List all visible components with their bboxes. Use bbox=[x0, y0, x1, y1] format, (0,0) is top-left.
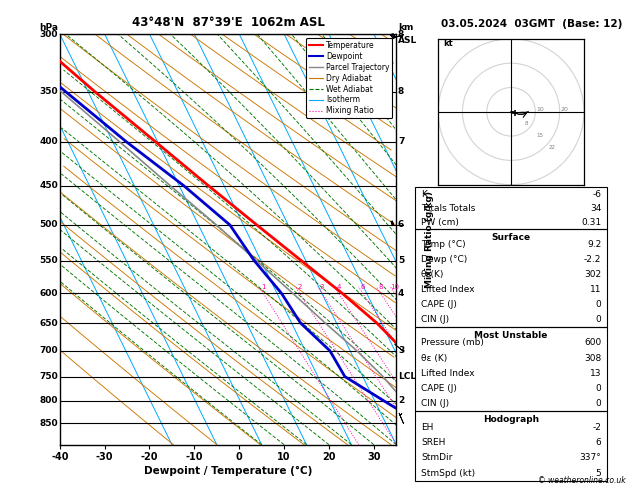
Text: -2.2: -2.2 bbox=[584, 255, 601, 264]
Text: 550: 550 bbox=[40, 256, 58, 265]
Text: 450: 450 bbox=[40, 181, 58, 190]
Text: hPa: hPa bbox=[39, 23, 58, 32]
Text: 0: 0 bbox=[596, 300, 601, 309]
Text: 600: 600 bbox=[40, 289, 58, 297]
Text: CAPE (J): CAPE (J) bbox=[421, 300, 457, 309]
Text: θε(K): θε(K) bbox=[421, 270, 444, 279]
Text: 302: 302 bbox=[584, 270, 601, 279]
Text: 700: 700 bbox=[40, 346, 58, 355]
Text: 8: 8 bbox=[398, 30, 404, 38]
X-axis label: Dewpoint / Temperature (°C): Dewpoint / Temperature (°C) bbox=[144, 466, 312, 476]
Text: StmSpd (kt): StmSpd (kt) bbox=[421, 469, 475, 478]
Text: 11: 11 bbox=[590, 285, 601, 294]
Text: 20: 20 bbox=[561, 107, 569, 112]
Text: 9.2: 9.2 bbox=[587, 241, 601, 249]
Text: 8: 8 bbox=[525, 122, 528, 126]
Text: 750: 750 bbox=[40, 372, 58, 381]
Text: Lifted Index: Lifted Index bbox=[421, 369, 474, 378]
Text: CIN (J): CIN (J) bbox=[421, 399, 449, 408]
Text: -2: -2 bbox=[593, 423, 601, 432]
Text: © weatheronline.co.uk: © weatheronline.co.uk bbox=[538, 476, 626, 485]
Text: 800: 800 bbox=[40, 396, 58, 405]
Text: Dewp (°C): Dewp (°C) bbox=[421, 255, 467, 264]
Text: 10: 10 bbox=[537, 107, 544, 112]
Text: 43°48'N  87°39'E  1062m ASL: 43°48'N 87°39'E 1062m ASL bbox=[131, 16, 325, 29]
Text: 337°: 337° bbox=[579, 453, 601, 463]
Text: 8: 8 bbox=[378, 284, 382, 290]
Text: 400: 400 bbox=[40, 137, 58, 146]
Text: 1: 1 bbox=[261, 284, 265, 290]
Text: 34: 34 bbox=[590, 204, 601, 212]
Text: Pressure (mb): Pressure (mb) bbox=[421, 338, 484, 347]
Text: 308: 308 bbox=[584, 354, 601, 363]
Text: 6: 6 bbox=[398, 221, 404, 229]
Text: 2: 2 bbox=[298, 284, 302, 290]
Text: 4: 4 bbox=[337, 284, 341, 290]
Text: 0: 0 bbox=[596, 384, 601, 393]
Text: Surface: Surface bbox=[491, 233, 531, 242]
Text: Temp (°C): Temp (°C) bbox=[421, 241, 465, 249]
Text: 650: 650 bbox=[40, 318, 58, 328]
Text: 350: 350 bbox=[40, 87, 58, 96]
Text: LCL: LCL bbox=[398, 372, 416, 381]
Text: km: km bbox=[398, 23, 413, 32]
Text: ASL: ASL bbox=[398, 36, 417, 45]
Text: kt: kt bbox=[443, 39, 453, 48]
Text: Hodograph: Hodograph bbox=[483, 415, 539, 424]
Text: 850: 850 bbox=[40, 419, 58, 428]
Text: 6: 6 bbox=[360, 284, 365, 290]
Text: 5: 5 bbox=[596, 469, 601, 478]
Text: 15: 15 bbox=[537, 133, 543, 139]
Text: 2: 2 bbox=[398, 396, 404, 405]
Text: EH: EH bbox=[421, 423, 433, 432]
Bar bbox=[415, 411, 607, 481]
Text: SREH: SREH bbox=[421, 438, 445, 447]
Text: 6: 6 bbox=[596, 438, 601, 447]
Text: 0: 0 bbox=[596, 399, 601, 408]
Text: 13: 13 bbox=[590, 369, 601, 378]
Text: 600: 600 bbox=[584, 338, 601, 347]
Text: Mixing Ratio (g/kg): Mixing Ratio (g/kg) bbox=[425, 191, 435, 288]
Text: PW (cm): PW (cm) bbox=[421, 218, 459, 226]
Text: Lifted Index: Lifted Index bbox=[421, 285, 474, 294]
Text: CIN (J): CIN (J) bbox=[421, 315, 449, 324]
Text: Totals Totals: Totals Totals bbox=[421, 204, 476, 212]
Text: 7: 7 bbox=[398, 137, 404, 146]
Text: 0: 0 bbox=[596, 315, 601, 324]
Text: 5: 5 bbox=[398, 256, 404, 265]
Text: K: K bbox=[421, 190, 426, 199]
Text: 500: 500 bbox=[40, 221, 58, 229]
Bar bbox=[415, 229, 607, 327]
Text: 10: 10 bbox=[390, 284, 399, 290]
Text: 03.05.2024  03GMT  (Base: 12): 03.05.2024 03GMT (Base: 12) bbox=[442, 19, 623, 29]
Bar bbox=[415, 187, 607, 229]
Text: Most Unstable: Most Unstable bbox=[474, 330, 548, 340]
Text: StmDir: StmDir bbox=[421, 453, 452, 463]
Text: 0.31: 0.31 bbox=[581, 218, 601, 226]
Text: 8: 8 bbox=[398, 87, 404, 96]
Legend: Temperature, Dewpoint, Parcel Trajectory, Dry Adiabat, Wet Adiabat, Isotherm, Mi: Temperature, Dewpoint, Parcel Trajectory… bbox=[306, 38, 392, 119]
Text: CAPE (J): CAPE (J) bbox=[421, 384, 457, 393]
Text: 4: 4 bbox=[398, 289, 404, 297]
Text: -6: -6 bbox=[593, 190, 601, 199]
Text: 3: 3 bbox=[398, 346, 404, 355]
Text: 300: 300 bbox=[40, 30, 58, 38]
Text: θε (K): θε (K) bbox=[421, 354, 447, 363]
Text: 3: 3 bbox=[320, 284, 324, 290]
Text: 22: 22 bbox=[548, 145, 555, 150]
Bar bbox=[415, 327, 607, 411]
